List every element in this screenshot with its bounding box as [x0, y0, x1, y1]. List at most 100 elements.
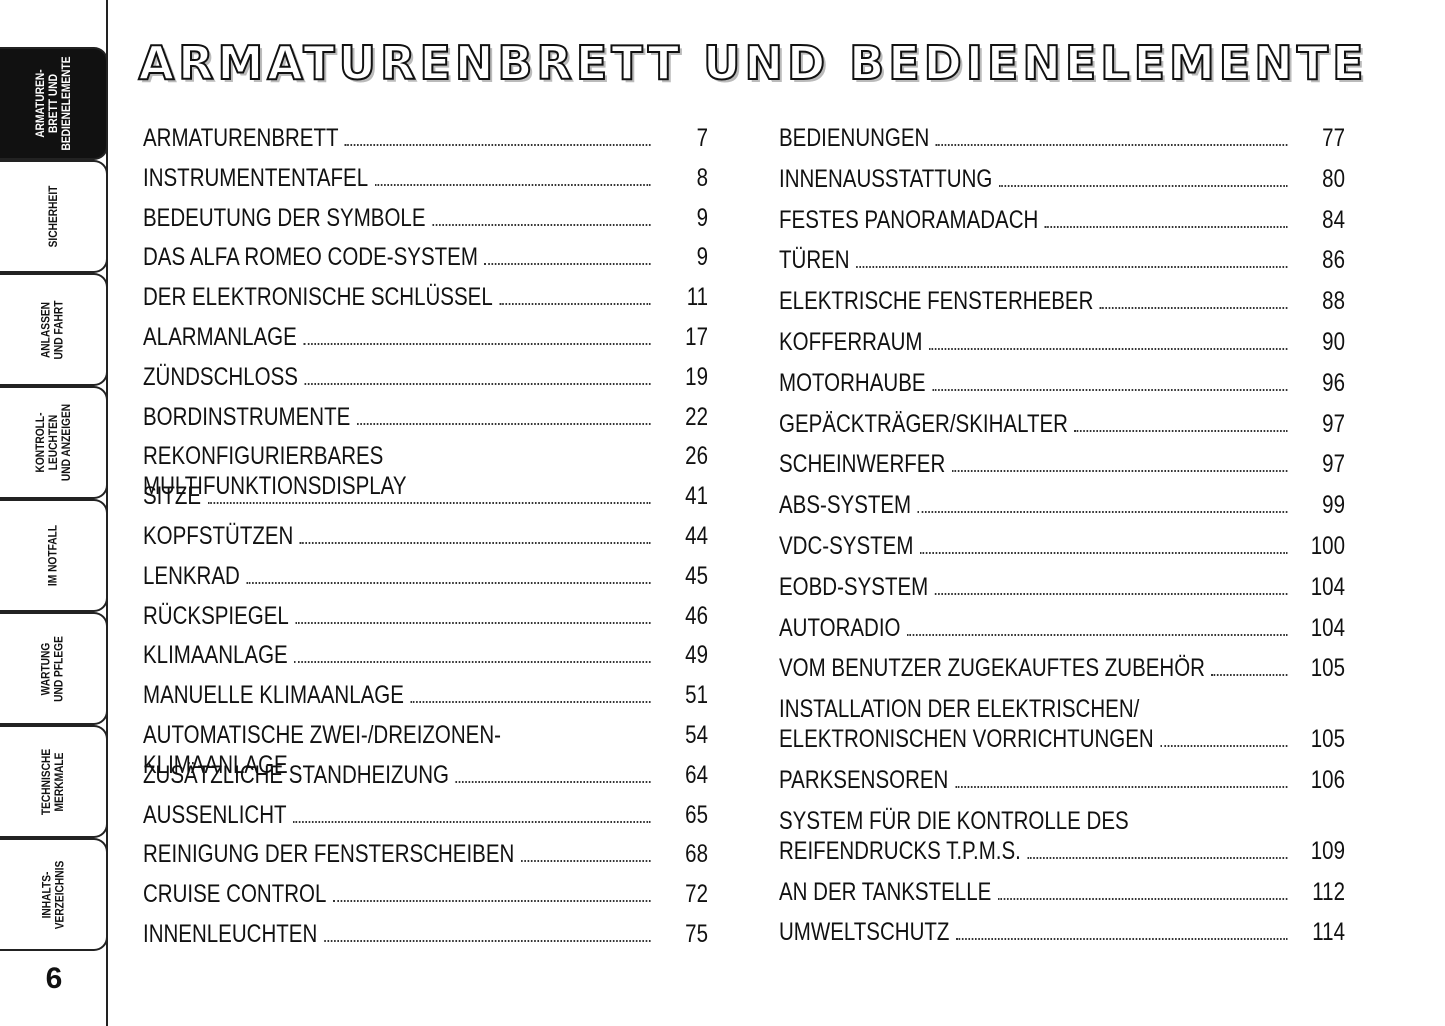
- toc-entry[interactable]: KLIMAANLAGE 49: [143, 640, 708, 670]
- toc-title: VOM BENUTZER ZUGEKAUFTES ZUBEHÖR: [779, 654, 1205, 683]
- toc-entry[interactable]: EOBD-SYSTEM 104: [779, 572, 1345, 602]
- section-tab[interactable]: TECHNISCHE MERKMALE: [0, 725, 108, 838]
- toc-page: 9: [696, 203, 708, 232]
- toc-entry[interactable]: ALARMANLAGE 17: [143, 322, 708, 352]
- toc-page: 72: [685, 880, 708, 909]
- toc-line: ELEKTRISCHE FENSTERHEBER 88: [779, 286, 1345, 316]
- toc-entry[interactable]: MANUELLE KLIMAANLAGE 51: [143, 680, 708, 710]
- section-tab[interactable]: ARMATUREN- BRETT UND BEDIENELEMENTE: [0, 47, 108, 160]
- toc-entry[interactable]: SCHEINWERFER 97: [779, 449, 1345, 479]
- leader-dots: [293, 803, 651, 823]
- tab-label: SICHERHEIT: [46, 180, 60, 253]
- toc-title: AUTOMATISCHE ZWEI-/DREIZONEN-KLIMAANLAGE: [143, 721, 501, 779]
- toc-entry[interactable]: AUTORADIO 104: [779, 613, 1345, 643]
- toc-entry[interactable]: ZUSÄTZLICHE STANDHEIZUNG 64: [143, 760, 708, 790]
- toc-entry[interactable]: BORDINSTRUMENTE 22: [143, 402, 708, 432]
- tab-label-line: BEDIENELEMENTE: [58, 56, 73, 151]
- toc-title: DAS ALFA ROMEO CODE-SYSTEM: [143, 243, 478, 272]
- toc-entry[interactable]: TÜREN 86: [779, 245, 1345, 275]
- toc-page: 45: [685, 561, 708, 590]
- toc-entry[interactable]: REINIGUNG DER FENSTERSCHEIBEN 68: [143, 839, 708, 869]
- toc-entry[interactable]: ZÜNDSCHLOSS 19: [143, 362, 708, 392]
- toc-entry[interactable]: REKONFIGURIERBARES MULTIFUNKTIONSDISPLAY…: [143, 441, 708, 500]
- section-tab[interactable]: WARTUNG UND PFLEGE: [0, 612, 108, 725]
- toc-entry[interactable]: BEDIENUNGEN 77: [779, 123, 1345, 153]
- leader-dots: [998, 167, 1288, 187]
- toc-entry[interactable]: AUTOMATISCHE ZWEI-/DREIZONEN-KLIMAANLAGE…: [143, 720, 708, 779]
- section-tab[interactable]: SICHERHEIT: [0, 160, 108, 273]
- section-tab[interactable]: INHALTS- VERZEICHNIS: [0, 838, 108, 951]
- leader-dots: [323, 922, 651, 942]
- toc-entry[interactable]: SITZE 41: [143, 481, 708, 511]
- tab-label-line: UND FAHRT: [51, 300, 66, 359]
- toc-title: KOFFERRAUM: [779, 328, 923, 356]
- toc-title: DER ELEKTRONISCHE SCHLÜSSEL: [143, 283, 493, 312]
- toc-entry[interactable]: ABS-SYSTEM 99: [779, 490, 1345, 520]
- toc-page: 44: [685, 522, 708, 550]
- tab-label: IM NOTFALL: [46, 520, 60, 592]
- toc-page: 51: [685, 681, 708, 710]
- tab-label: WARTUNG UND PFLEGE: [39, 630, 66, 707]
- toc-title: VDC-SYSTEM: [779, 532, 914, 560]
- toc-page: 90: [1322, 328, 1345, 356]
- leader-dots: [484, 245, 651, 266]
- toc-line: DER ELEKTRONISCHE SCHLÜSSEL 11: [143, 282, 708, 312]
- toc-entry[interactable]: INNENLEUCHTEN 75: [143, 919, 708, 949]
- toc-line: SYSTEM FÜR DIE KONTROLLE DES: [779, 806, 1345, 836]
- toc-line: AUTOMATISCHE ZWEI-/DREIZONEN-KLIMAANLAGE…: [143, 720, 708, 779]
- toc-entry[interactable]: LENKRAD 45: [143, 561, 708, 591]
- toc-entry[interactable]: MOTORHAUBE 96: [779, 368, 1345, 398]
- toc-page: 68: [685, 840, 708, 869]
- leader-dots: [455, 763, 651, 783]
- leader-dots: [432, 206, 651, 226]
- toc-entry[interactable]: UMWELTSCHUTZ 114: [779, 917, 1345, 947]
- section-tab[interactable]: ANLASSEN UND FAHRT: [0, 273, 108, 386]
- toc-entry[interactable]: VOM BENUTZER ZUGEKAUFTES ZUBEHÖR 105: [779, 653, 1345, 683]
- section-tab[interactable]: IM NOTFALL: [0, 499, 108, 612]
- toc-entry[interactable]: RÜCKSPIEGEL 46: [143, 601, 708, 631]
- leader-dots: [856, 248, 1288, 269]
- toc-page: 11: [686, 283, 708, 312]
- section-tab[interactable]: KONTROLL- LEUCHTEN UND ANZEIGEN: [0, 386, 108, 499]
- toc-entry[interactable]: BEDEUTUNG DER SYMBOLE 9: [143, 203, 708, 233]
- toc-entry[interactable]: VDC-SYSTEM 100: [779, 531, 1345, 561]
- toc-line: GEPÄCKTRÄGER/SKIHALTER 97: [779, 409, 1345, 439]
- toc-line: SCHEINWERFER 97: [779, 449, 1345, 479]
- toc-entry[interactable]: INSTRUMENTENTAFEL 8: [143, 163, 708, 193]
- toc-entry[interactable]: FESTES PANORAMADACH 84: [779, 205, 1345, 235]
- toc-page: 100: [1310, 532, 1345, 560]
- toc-entry[interactable]: SYSTEM FÜR DIE KONTROLLE DES REIFENDRUCKS…: [779, 806, 1345, 866]
- toc-entry[interactable]: DAS ALFA ROMEO CODE-SYSTEM 9: [143, 242, 708, 272]
- toc-line: AUTORADIO 104: [779, 613, 1345, 643]
- toc-entry[interactable]: GEPÄCKTRÄGER/SKIHALTER 97: [779, 409, 1345, 439]
- toc-page: 64: [685, 760, 708, 789]
- tab-label: TECHNISCHE MERKMALE: [39, 742, 66, 820]
- leader-dots: [295, 604, 651, 624]
- toc-entry[interactable]: AN DER TANKSTELLE 112: [779, 877, 1345, 907]
- toc-page: 8: [696, 163, 708, 192]
- toc-entry[interactable]: AUSSENLICHT 65: [143, 800, 708, 830]
- leader-dots: [1074, 412, 1288, 432]
- tab-label: INHALTS- VERZEICHNIS: [39, 854, 66, 935]
- toc-entry[interactable]: INSTALLATION DER ELEKTRISCHEN/ELEKTRONIS…: [779, 694, 1345, 754]
- toc-entry[interactable]: CRUISE CONTROL 72: [143, 879, 708, 909]
- leader-dots: [294, 643, 651, 664]
- toc-page: 86: [1322, 246, 1345, 275]
- toc-entry[interactable]: PARKSENSOREN 106: [779, 765, 1345, 795]
- toc-line: LENKRAD 45: [143, 561, 708, 591]
- toc-entry[interactable]: INNENAUSSTATTUNG 80: [779, 164, 1345, 194]
- toc-entry[interactable]: ARMATURENBRETT 7: [143, 123, 708, 153]
- toc-title: INNENLEUCHTEN: [143, 920, 318, 948]
- toc-entry[interactable]: KOPFSTÜTZEN 44: [143, 521, 708, 551]
- toc-line: INNENAUSSTATTUNG 80: [779, 164, 1345, 194]
- leader-dots: [207, 484, 651, 505]
- toc-entry[interactable]: DER ELEKTRONISCHE SCHLÜSSEL 11: [143, 282, 708, 312]
- toc-title: EOBD-SYSTEM: [779, 572, 929, 601]
- toc-entry[interactable]: KOFFERRAUM 90: [779, 327, 1345, 357]
- toc-title: SCHEINWERFER: [779, 450, 946, 479]
- toc-page: 54: [685, 721, 708, 749]
- toc-line: BEDEUTUNG DER SYMBOLE 9: [143, 203, 708, 233]
- toc-entry[interactable]: ELEKTRISCHE FENSTERHEBER 88: [779, 286, 1345, 316]
- leader-dots: [919, 534, 1288, 554]
